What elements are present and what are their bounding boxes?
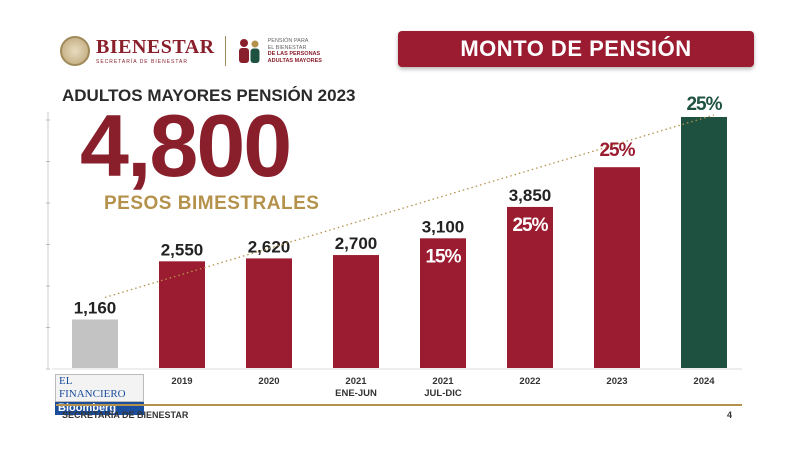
category-label: 2023 [606, 376, 627, 387]
bar-2021-ene-jun [333, 255, 379, 368]
percent-label: 25% [686, 94, 722, 115]
program-line-3: DE LAS PERSONAS [267, 51, 321, 57]
el-financiero-watermark: EL FINANCIERO Bloomberg [55, 374, 144, 415]
program-line-4: ADULTAS MAYORES [267, 57, 322, 64]
page-number: 4 [727, 410, 733, 420]
family-icon [238, 39, 260, 63]
bar-2024 [681, 117, 727, 368]
program-name: PENSIÓN PARA EL BIENESTAR DE LAS PERSONA… [268, 38, 322, 64]
brand-subtitle: SECRETARÍA DE BIENESTAR [96, 59, 188, 65]
category-label: 2019 [171, 376, 192, 387]
bar-2019 [159, 261, 205, 368]
pension-amount: 4,800 [80, 96, 292, 195]
percent-label: 25% [599, 140, 635, 161]
category-sublabel: JUL-DIC [424, 388, 462, 399]
banner-title: MONTO DE PENSIÓN [460, 36, 692, 61]
bar-base [72, 319, 118, 368]
headline-title: ADULTOS MAYORES PENSIÓN 2023 [62, 86, 356, 105]
program-line-2: EL BIENESTAR [267, 44, 307, 51]
bar-2021-jul-dic [420, 238, 466, 368]
percent-label: 15% [425, 246, 461, 267]
percent-label: 25% [512, 215, 548, 236]
value-label: 3,850 [509, 186, 552, 205]
category-label: 2024 [693, 376, 715, 387]
footer-divider [56, 404, 742, 406]
bar-2020 [246, 258, 292, 368]
pension-unit: PESOS BIMESTRALES [104, 193, 320, 214]
value-label: 2,550 [161, 240, 204, 259]
watermark-top: EL FINANCIERO [55, 374, 144, 402]
program-line-1: PENSIÓN PARA [267, 38, 309, 44]
bar-2023 [594, 167, 640, 368]
title-banner: MONTO DE PENSIÓN [398, 31, 754, 67]
bar-2022 [507, 206, 553, 368]
value-label: 2,620 [248, 237, 291, 256]
mexico-seal-icon [60, 36, 90, 66]
brand-name: BIENESTAR [96, 36, 215, 58]
value-label: 3,100 [422, 217, 465, 236]
category-sublabel: ENE-JUN [335, 388, 377, 399]
category-label: 2022 [519, 376, 540, 387]
value-label: 2,700 [335, 234, 378, 253]
value-label: 1,160 [74, 298, 117, 317]
category-label: 2021 [345, 376, 367, 387]
bienestar-logo: BIENESTAR SECRETARÍA DE BIENESTAR PENSIÓ… [60, 36, 322, 66]
footer-ministry: SECRETARÍA DE BIENESTAR [62, 410, 189, 420]
logo-divider [224, 36, 226, 66]
category-label: 2021 [432, 376, 454, 387]
category-label: 2020 [258, 376, 279, 387]
